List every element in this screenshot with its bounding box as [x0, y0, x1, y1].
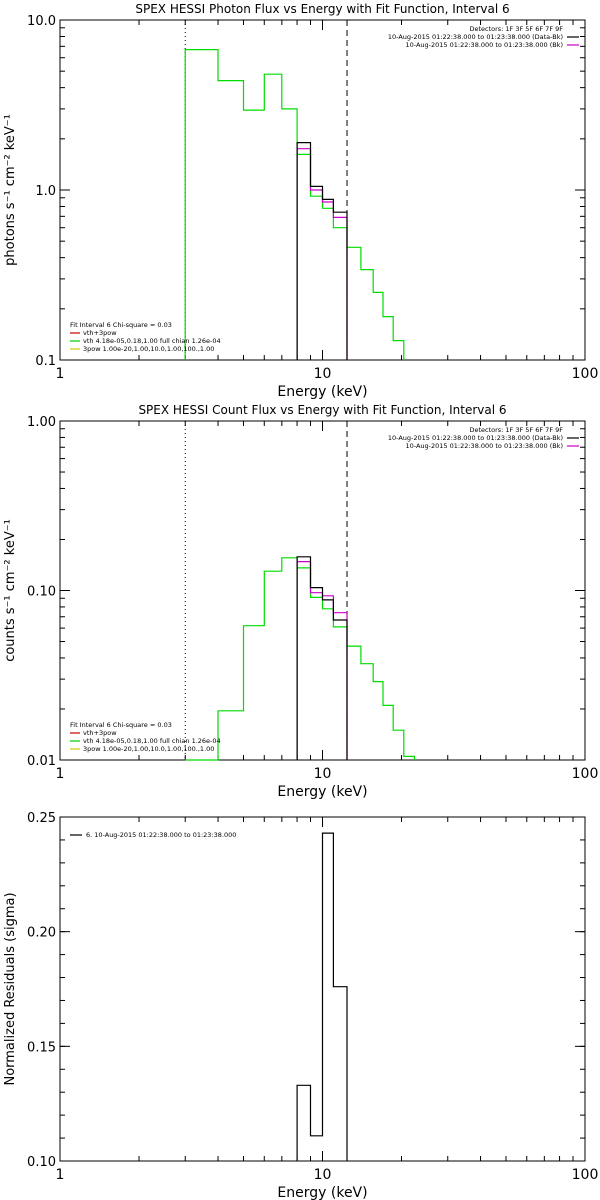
y-tick-label: 0.1	[35, 354, 56, 369]
y-tick-label: 0.25	[27, 811, 56, 826]
legend-entry: 3pow 1.00e-20,1.00,10.0,1.00,100.,1.00	[83, 745, 214, 753]
y-tick-label: 10.0	[27, 14, 56, 29]
x-tick-label: 1	[56, 366, 65, 382]
y-tick-label: 0.10	[27, 1155, 56, 1170]
chart-title: SPEX HESSI Count Flux vs Energy with Fit…	[138, 403, 506, 417]
legend-entry: Detectors: 1F 3F 5F 6F 7F 9F	[469, 25, 563, 33]
x-tick-label: 100	[572, 366, 599, 382]
legend-entry: 6. 10-Aug-2015 01:22:38.000 to 01:23:38.…	[86, 831, 236, 839]
legend-entry: 10-Aug-2015 01:22:38.000 to 01:23:38.000…	[406, 442, 563, 450]
y-tick-label: 1.0	[35, 184, 56, 199]
y-tick-label: 0.01	[27, 754, 56, 769]
x-tick-label: 10	[314, 1167, 332, 1183]
legend-entry: 10-Aug-2015 01:22:38.000 to 01:23:38.000…	[388, 434, 563, 442]
x-axis-label: Energy (keV)	[277, 1185, 367, 1200]
chart-title: SPEX HESSI Photon Flux vs Energy with Fi…	[135, 2, 509, 16]
y-tick-label: 1.00	[27, 415, 56, 430]
legend-entry: vth 4.18e-05,0.18,1.00 full chian 1.26e-…	[83, 737, 221, 745]
y-tick-label: 0.10	[27, 585, 56, 600]
x-tick-label: 10	[314, 766, 332, 782]
data-series-step	[185, 557, 415, 761]
legend-entry: vth 4.18e-05,0.18,1.00 full chian 1.26e-…	[83, 337, 221, 345]
y-axis-label: Normalized Residuals (sigma)	[3, 892, 18, 1085]
x-tick-label: 100	[572, 766, 599, 782]
legend-entry: 10-Aug-2015 01:22:38.000 to 01:23:38.000…	[388, 33, 563, 41]
x-tick-label: 10	[314, 366, 332, 382]
x-tick-label: 1	[56, 1167, 65, 1183]
y-tick-label: 0.20	[27, 926, 56, 941]
chart-panel-3: 1 10 100 Energy (keV) 0.10 0.15 0.20 0.25 Normal…	[3, 811, 598, 1200]
data-series-step	[184, 49, 405, 360]
x-axis-label: Energy (keV)	[277, 384, 367, 400]
legend-entry: 10-Aug-2015 01:22:38.000 to 01:23:38.000…	[406, 41, 563, 49]
chart-panel-2: SPEX HESSI Count Flux vs Energy with Fit…	[3, 403, 598, 800]
legend-entry: Detectors: 1F 3F 5F 6F 7F 9F	[469, 426, 563, 434]
legend-entry: Fit Interval 6 Chi-square = 0.03	[70, 321, 172, 329]
legend-entry: vth+3pow	[83, 329, 117, 337]
legend-entry: 3pow 1.00e-20,1.00,10.0,1.00,100.,1.00	[83, 345, 214, 353]
y-tick-label: 0.15	[27, 1040, 56, 1055]
y-axis-label: counts s⁻¹ cm⁻² keV⁻¹	[3, 519, 18, 662]
legend-entry: Fit Interval 6 Chi-square = 0.03	[70, 721, 172, 729]
x-tick-label: 100	[572, 1167, 599, 1183]
chart-panel-1: SPEX HESSI Photon Flux vs Energy with Fi…	[3, 2, 598, 400]
data-series-step	[296, 832, 348, 1161]
x-tick-label: 1	[56, 766, 65, 782]
legend-entry: vth+3pow	[83, 729, 117, 737]
y-axis-label: photons s⁻¹ cm⁻² keV⁻¹	[3, 114, 18, 266]
data-series-step	[296, 556, 348, 760]
data-series-step	[296, 142, 348, 360]
x-axis-label: Energy (keV)	[277, 784, 367, 800]
data-series-step	[296, 148, 348, 360]
